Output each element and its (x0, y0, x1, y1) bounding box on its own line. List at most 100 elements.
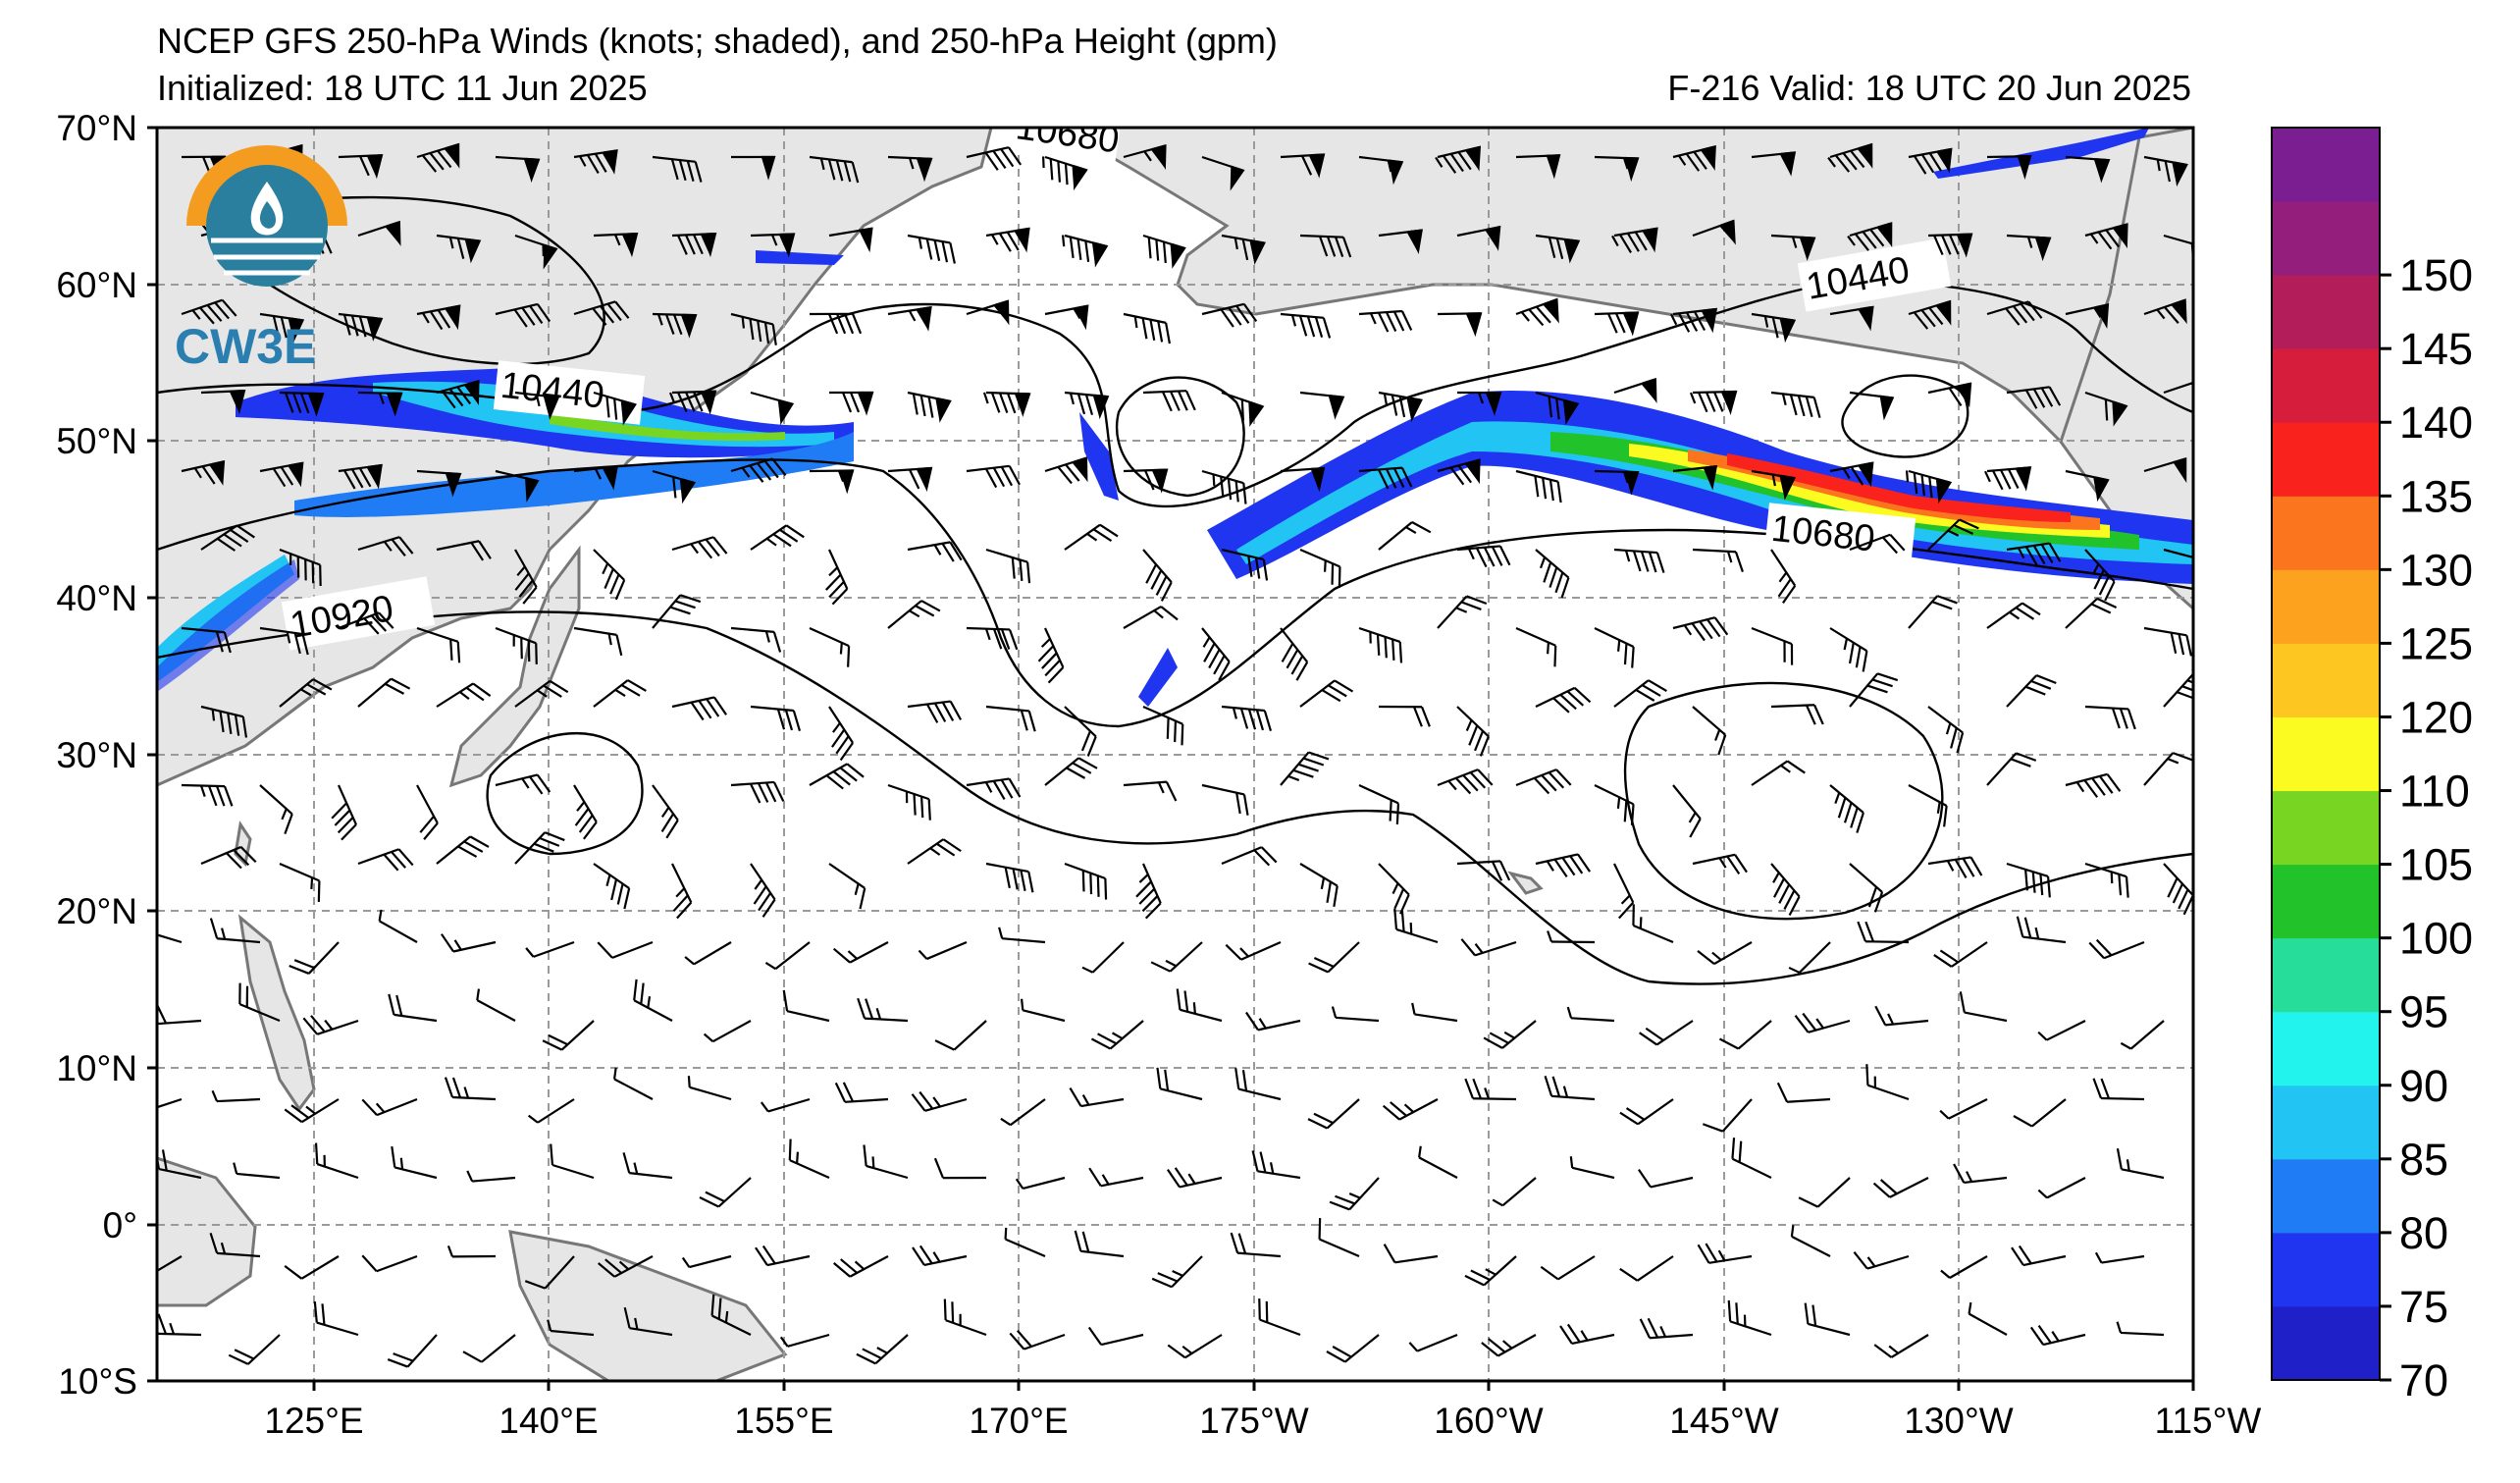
wind-barb (1908, 784, 1948, 827)
colorbar-tick-label: 85 (2399, 1135, 2448, 1185)
land-new-guinea (508, 1230, 788, 1381)
wind-barb (985, 705, 1036, 732)
wind-barb (436, 234, 482, 264)
lat-label-30n: 30°N (56, 735, 137, 775)
wind-barb (1547, 930, 1596, 944)
lat-label-40n: 40°N (56, 578, 137, 618)
wind-barb (2065, 155, 2111, 184)
wind-barb (857, 997, 909, 1023)
wind-barb (1770, 391, 1821, 418)
init-time: Initialized: 18 UTC 11 Jun 2025 (157, 68, 648, 108)
wind-barb (2094, 1251, 2145, 1264)
wind-barb (750, 705, 802, 731)
wind-barb (2013, 1098, 2067, 1128)
wind-barb (887, 466, 933, 493)
wind-barb (1927, 856, 1983, 878)
wind-barb (1702, 1098, 1753, 1133)
wind-barb (782, 989, 830, 1023)
wind-barb (1299, 234, 1352, 258)
wind-barb (436, 835, 490, 865)
wind-barb (710, 1294, 752, 1336)
wind-barb (338, 611, 394, 635)
lat-label-10n: 10°N (56, 1048, 137, 1088)
wind-barb (671, 232, 717, 258)
colorbar: 70 75 80 85 90 95 100 105 110 120 125 130 135 140 145 1… (2271, 127, 2473, 1405)
wind-barb (1968, 1301, 2008, 1336)
logo-text: CW3E (175, 319, 316, 374)
wind-barb (1245, 1011, 1301, 1032)
jet-shading (157, 128, 2193, 707)
wind-barb (1619, 1098, 1674, 1126)
wind-barb (1456, 225, 1501, 251)
wind-barb (1827, 142, 1873, 173)
wind-barb (1280, 627, 1309, 681)
jet-streak-asia-north-max (550, 412, 785, 442)
wind-barb (1201, 783, 1249, 816)
wind-barb (357, 220, 401, 246)
wind-barb (1318, 1218, 1360, 1258)
wind-barb (547, 1319, 595, 1337)
colorbar-swatch (2272, 1305, 2380, 1381)
wind-barb (1670, 307, 1718, 334)
wind-barb (181, 298, 237, 325)
wind-barb (652, 594, 702, 629)
colorbar-swatch (2272, 1158, 2380, 1234)
wind-barb (1959, 991, 2008, 1023)
wind-barb (284, 1255, 340, 1280)
wind-barb (1535, 686, 1592, 714)
wind-barb (652, 469, 697, 504)
wind-barb (2143, 752, 2193, 786)
wind-barb (907, 234, 956, 264)
wind-barb (1849, 533, 1906, 555)
wind-barb (2084, 862, 2129, 898)
wind-barb (1515, 297, 1559, 327)
wind-barb (1020, 998, 1066, 1023)
wind-barb (209, 1232, 261, 1258)
wind-barb (1727, 1299, 1772, 1337)
wind-barb (1751, 760, 1806, 786)
wind-barb (671, 696, 728, 721)
wind-barb (809, 155, 860, 184)
wind-barb (284, 1098, 340, 1124)
wind-barb (1986, 300, 2043, 326)
wind-barb (1251, 1150, 1301, 1180)
wind-barb (514, 679, 569, 708)
wind-barb (1331, 1006, 1380, 1023)
wind-barb (2116, 1321, 2165, 1337)
logo-ring (186, 145, 347, 226)
wind-barb (1437, 595, 1488, 629)
colorbar-swatch (2272, 937, 2380, 1013)
wind-barb (699, 1177, 752, 1208)
colorbar-tick-label: 105 (2399, 840, 2473, 890)
wind-barb (259, 312, 305, 344)
wind-barb (181, 783, 234, 807)
wind-barb (1672, 616, 1729, 642)
wind-barb (933, 1157, 987, 1180)
colorbar-tick-label: 80 (2399, 1208, 2448, 1258)
wind-barb (1594, 627, 1635, 668)
lat-label-20n: 20°N (56, 891, 137, 931)
wind-barb (1000, 1098, 1046, 1127)
wind-barb (2088, 938, 2145, 960)
wind-barb (1201, 469, 1247, 504)
colorbar-border (2271, 127, 2381, 1381)
land-borneo (157, 1156, 257, 1307)
wind-barb (1437, 312, 1483, 338)
wind-barb (416, 784, 439, 840)
wind-barb (1940, 1255, 1988, 1279)
colorbar-swatch (2272, 1085, 2380, 1160)
wind-barb (2065, 303, 2110, 330)
colorbar-tick-label: 140 (2399, 397, 2473, 448)
wind-barb (2143, 456, 2187, 484)
lon-label-175w: 175°W (1199, 1401, 1309, 1441)
lat-label-0: 0° (103, 1205, 137, 1245)
wind-barb (1515, 626, 1557, 667)
wind-barb (1037, 627, 1065, 684)
wind-barb (1358, 626, 1403, 663)
wind-barb (1464, 1255, 1517, 1287)
wind-barb (1672, 145, 1716, 172)
wind-barb (828, 227, 873, 253)
wind-barb (527, 1098, 575, 1124)
wind-barb (259, 626, 309, 656)
wind-barb (671, 863, 693, 920)
